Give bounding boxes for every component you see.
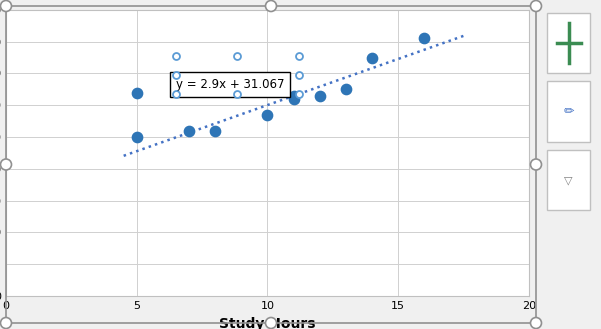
Circle shape bbox=[1, 159, 11, 170]
Point bbox=[184, 128, 194, 133]
Point bbox=[341, 87, 351, 92]
Text: ✏: ✏ bbox=[563, 105, 574, 118]
Point bbox=[210, 128, 220, 133]
Circle shape bbox=[1, 1, 11, 12]
Point bbox=[132, 135, 142, 140]
Bar bbox=[6, 6, 536, 323]
Text: ▽: ▽ bbox=[564, 175, 573, 185]
Circle shape bbox=[1, 317, 11, 328]
Text: y = 2.9x + 31.067: y = 2.9x + 31.067 bbox=[176, 78, 284, 91]
FancyBboxPatch shape bbox=[547, 150, 590, 210]
Point bbox=[419, 36, 429, 41]
Circle shape bbox=[266, 1, 276, 12]
Point bbox=[289, 96, 299, 102]
FancyBboxPatch shape bbox=[547, 13, 590, 73]
Point bbox=[263, 112, 272, 117]
Point bbox=[132, 90, 142, 95]
Circle shape bbox=[531, 159, 542, 170]
Point bbox=[367, 55, 377, 60]
Circle shape bbox=[531, 1, 542, 12]
Circle shape bbox=[266, 317, 276, 328]
FancyBboxPatch shape bbox=[547, 81, 590, 141]
Point bbox=[289, 93, 299, 98]
Point bbox=[315, 93, 325, 98]
X-axis label: Study Hours: Study Hours bbox=[219, 316, 316, 329]
Circle shape bbox=[531, 317, 542, 328]
